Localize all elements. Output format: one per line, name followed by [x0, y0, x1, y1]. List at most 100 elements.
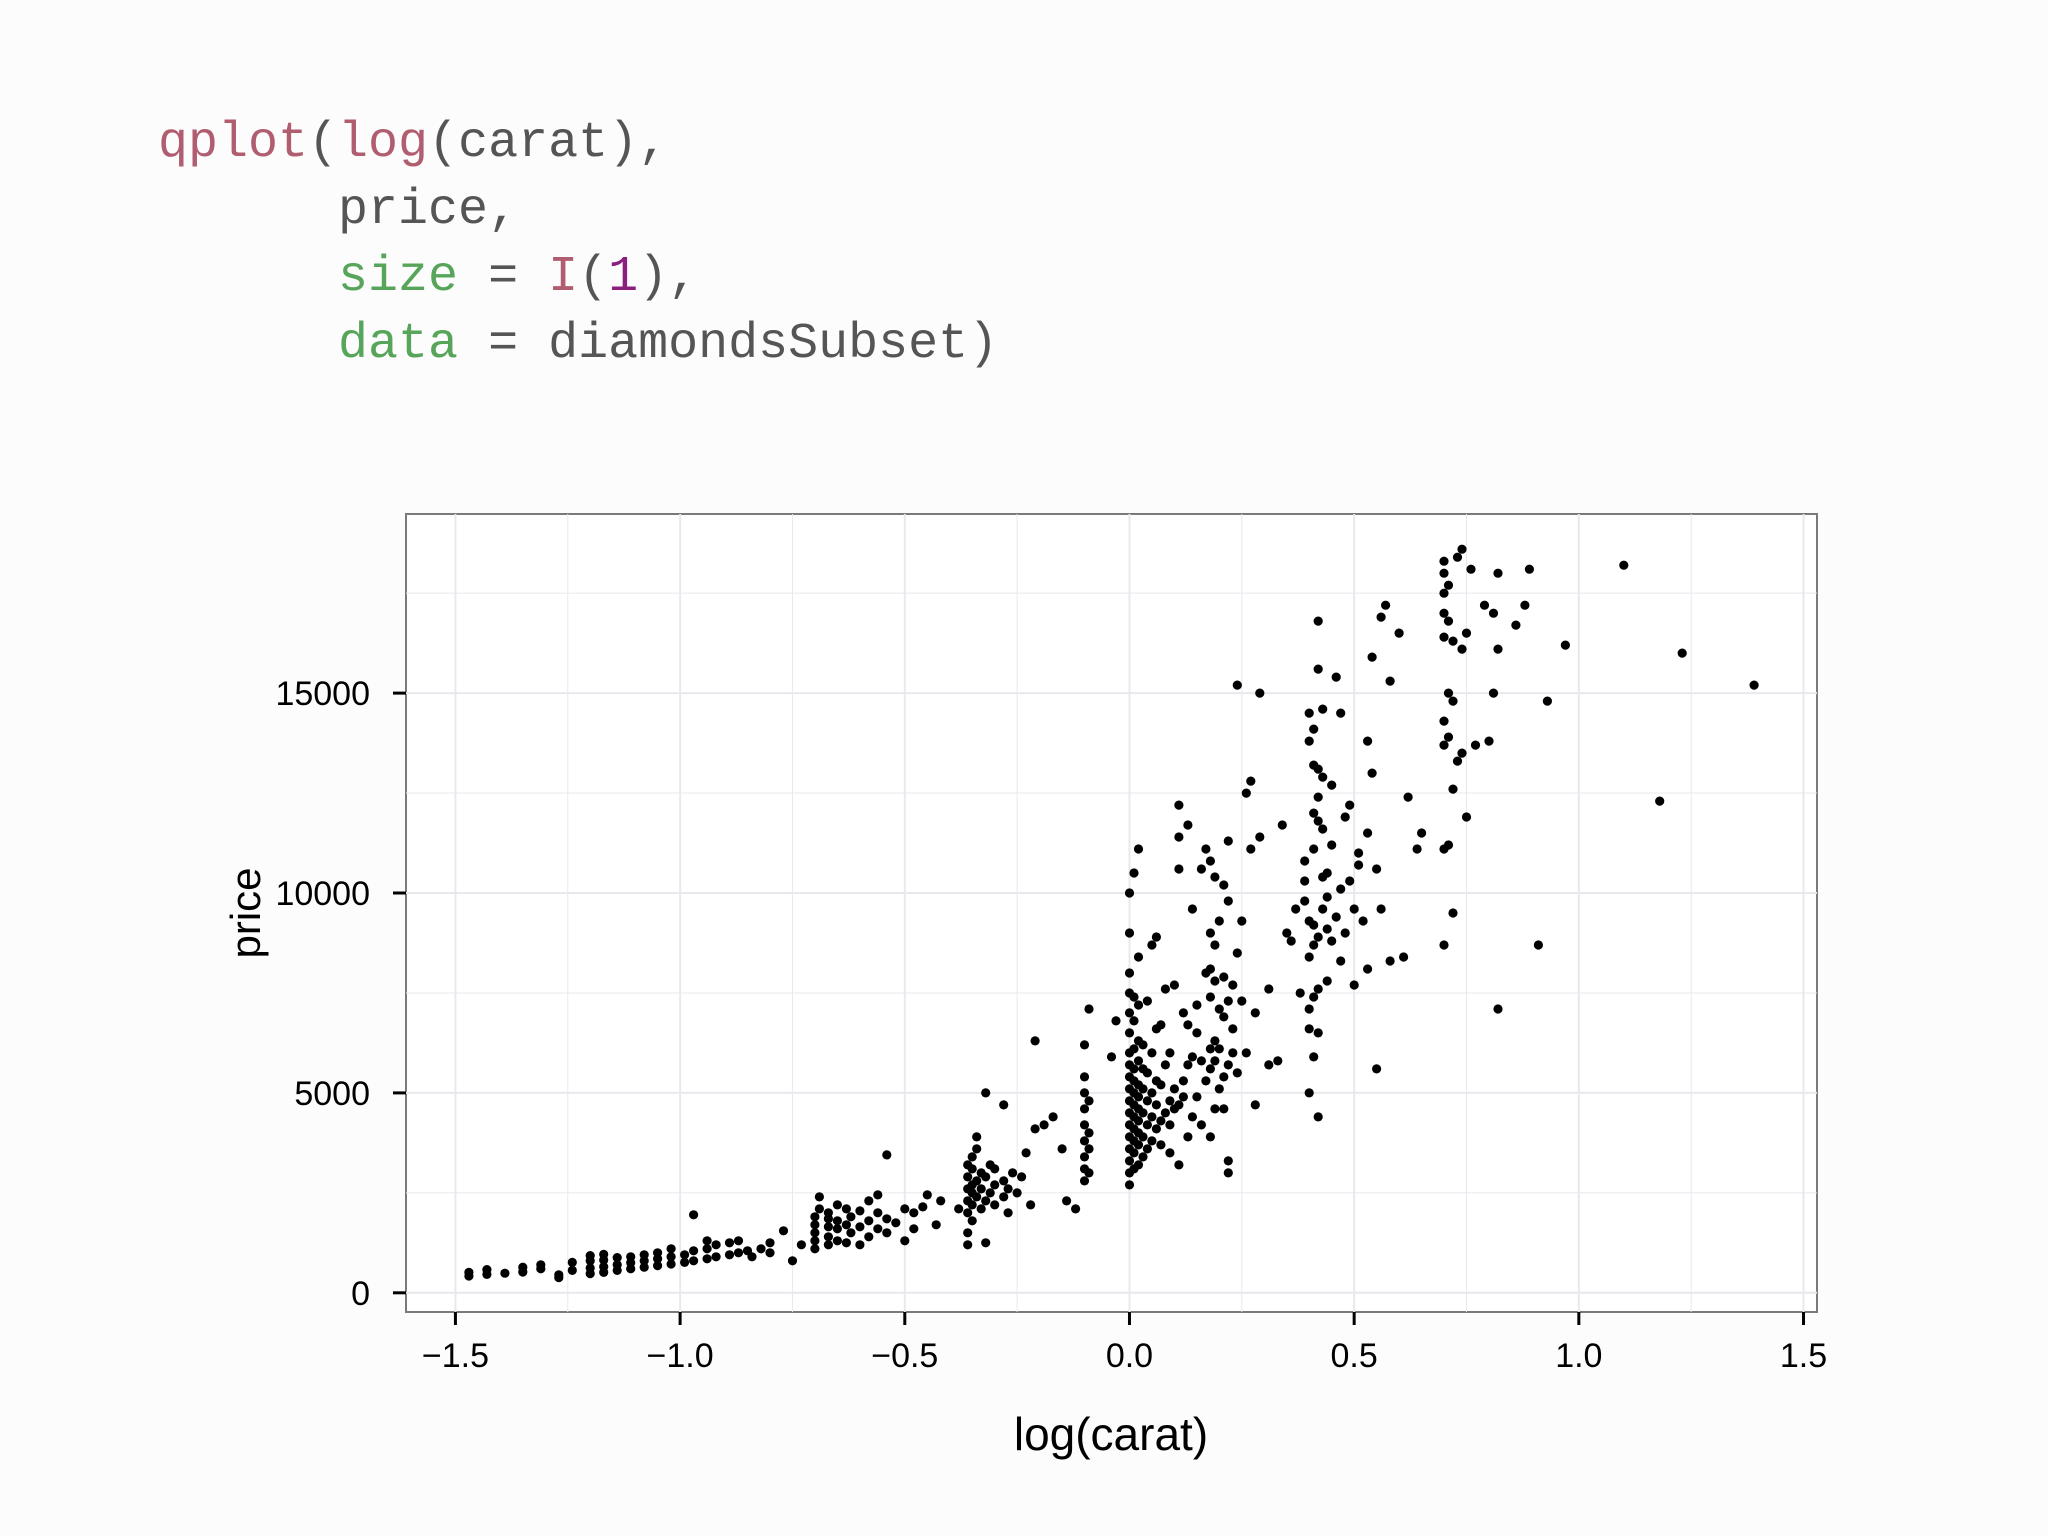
- data-point: [1385, 956, 1395, 966]
- data-point: [1156, 1140, 1166, 1150]
- code-equals: =: [458, 316, 549, 373]
- data-point: [1399, 952, 1409, 962]
- data-point: [1246, 844, 1256, 854]
- data-point: [1376, 612, 1386, 622]
- data-point: [1484, 736, 1494, 746]
- data-point: [666, 1252, 676, 1262]
- data-point: [1488, 688, 1499, 698]
- data-point: [1205, 992, 1215, 1002]
- data-point: [733, 1236, 744, 1246]
- data-point: [1129, 992, 1139, 1002]
- data-point: [1151, 1124, 1161, 1134]
- data-point: [1376, 904, 1386, 914]
- data-point: [1147, 940, 1157, 950]
- data-point: [1322, 868, 1332, 878]
- data-point: [1219, 1012, 1229, 1022]
- data-point: [1183, 1060, 1193, 1070]
- code-paren: ),: [638, 249, 699, 306]
- data-point: [981, 1172, 991, 1182]
- data-point: [1443, 580, 1454, 590]
- x-tick-label: −1.5: [422, 1337, 489, 1375]
- code-line-3: size = I(1),: [158, 249, 698, 306]
- data-point: [1313, 792, 1323, 802]
- data-point: [1264, 1060, 1274, 1070]
- data-point: [1309, 808, 1319, 818]
- data-point: [1133, 1092, 1144, 1102]
- data-point: [518, 1262, 528, 1272]
- data-point: [1439, 568, 1449, 578]
- data-point: [1223, 836, 1233, 846]
- data-point: [823, 1240, 834, 1250]
- data-point: [1304, 736, 1314, 746]
- data-point: [1439, 608, 1449, 618]
- data-point: [567, 1257, 577, 1267]
- data-point: [963, 1240, 973, 1250]
- data-point: [841, 1204, 852, 1214]
- data-point: [1160, 984, 1170, 994]
- data-point: [1205, 1044, 1215, 1054]
- code-line-1: qplot(log(carat),: [158, 115, 668, 172]
- y-tick-label: 5000: [294, 1075, 370, 1113]
- data-point: [1183, 1020, 1193, 1030]
- data-point: [1210, 1104, 1220, 1114]
- data-point: [1439, 740, 1449, 750]
- data-point: [909, 1224, 919, 1234]
- data-point: [612, 1253, 622, 1263]
- data-point: [1313, 1028, 1323, 1038]
- data-point: [1533, 940, 1543, 950]
- data-point: [972, 1176, 982, 1186]
- data-point: [1062, 1196, 1072, 1206]
- data-point: [585, 1263, 595, 1273]
- data-point: [1232, 1068, 1242, 1078]
- data-point: [954, 1204, 964, 1214]
- data-point: [724, 1238, 735, 1248]
- data-point: [981, 1196, 991, 1206]
- data-point: [1021, 1148, 1031, 1158]
- data-point: [1291, 904, 1301, 914]
- data-point: [1372, 1064, 1382, 1074]
- code-line-2: price,: [158, 182, 518, 239]
- data-point: [666, 1244, 676, 1254]
- axis-tick-labels: −1.5 −1.0 −0.5 0.0 0.5 1.0 1.5 0 5000 10000 15000: [275, 675, 1827, 1375]
- data-point: [1439, 632, 1449, 642]
- data-point: [1228, 1048, 1238, 1058]
- data-point: [1174, 1100, 1184, 1110]
- data-point: [599, 1249, 609, 1259]
- data-point: [702, 1254, 712, 1264]
- x-tick-label: −0.5: [871, 1337, 938, 1375]
- data-point: [1336, 884, 1346, 894]
- code-text: (carat),: [428, 115, 669, 172]
- data-point: [1187, 904, 1197, 914]
- data-point: [985, 1188, 995, 1198]
- data-point: [1443, 616, 1454, 626]
- data-point: [1367, 652, 1377, 662]
- data-point: [1228, 1024, 1238, 1034]
- data-point: [1300, 876, 1310, 886]
- data-point: [1147, 1048, 1157, 1058]
- data-point: [922, 1190, 932, 1200]
- data-point: [832, 1236, 843, 1246]
- data-point: [1071, 1204, 1081, 1214]
- data-point: [1084, 1128, 1094, 1138]
- data-point: [823, 1208, 834, 1218]
- data-point: [1210, 872, 1220, 882]
- data-point: [1439, 556, 1449, 566]
- data-point: [841, 1220, 852, 1230]
- data-point: [1178, 1008, 1188, 1018]
- major-gridlines: [406, 514, 1817, 1312]
- data-point: [1174, 1160, 1184, 1170]
- data-point: [1124, 1180, 1135, 1190]
- data-point: [1201, 1076, 1211, 1086]
- data-point: [1313, 616, 1323, 626]
- data-point: [1246, 776, 1256, 786]
- data-point: [1129, 1064, 1139, 1074]
- data-point: [990, 1180, 1000, 1190]
- data-point: [1448, 696, 1458, 706]
- data-point: [1241, 1048, 1251, 1058]
- code-argument-data: data: [338, 316, 459, 373]
- data-point: [1124, 928, 1135, 938]
- data-point: [1309, 844, 1319, 854]
- data-point: [1196, 1056, 1206, 1066]
- data-point: [1214, 1044, 1224, 1054]
- data-point: [1452, 756, 1463, 766]
